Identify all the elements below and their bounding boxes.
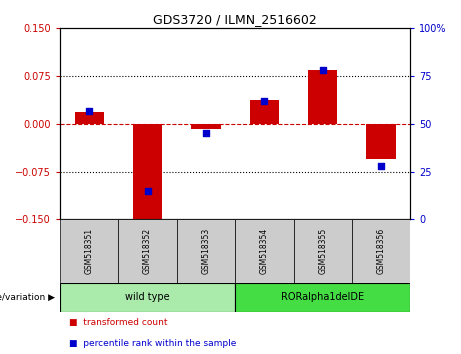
Bar <box>235 219 294 283</box>
Bar <box>133 124 162 223</box>
Bar <box>308 70 337 124</box>
Text: GSM518355: GSM518355 <box>318 228 327 274</box>
Bar <box>235 283 410 312</box>
Bar <box>366 124 396 159</box>
Text: ■  transformed count: ■ transformed count <box>69 318 168 327</box>
Bar <box>118 219 177 283</box>
Point <box>260 98 268 104</box>
Text: GSM518353: GSM518353 <box>201 228 210 274</box>
Text: ■  percentile rank within the sample: ■ percentile rank within the sample <box>69 339 236 348</box>
Bar <box>191 124 220 129</box>
Text: genotype/variation ▶: genotype/variation ▶ <box>0 293 55 302</box>
Bar <box>60 219 118 283</box>
Point <box>85 108 93 113</box>
Point <box>202 131 210 136</box>
Bar <box>177 219 235 283</box>
Bar <box>60 283 235 312</box>
Point <box>378 163 385 169</box>
Text: GSM518354: GSM518354 <box>260 228 269 274</box>
Text: GSM518351: GSM518351 <box>85 228 94 274</box>
Text: wild type: wild type <box>125 292 170 302</box>
Bar <box>352 219 410 283</box>
Point <box>144 188 151 194</box>
Text: RORalpha1delDE: RORalpha1delDE <box>281 292 364 302</box>
Text: GSM518352: GSM518352 <box>143 228 152 274</box>
Bar <box>75 113 104 124</box>
Text: GSM518356: GSM518356 <box>377 228 385 274</box>
Bar <box>294 219 352 283</box>
Bar <box>250 100 279 124</box>
Point <box>319 68 326 73</box>
Title: GDS3720 / ILMN_2516602: GDS3720 / ILMN_2516602 <box>153 13 317 26</box>
